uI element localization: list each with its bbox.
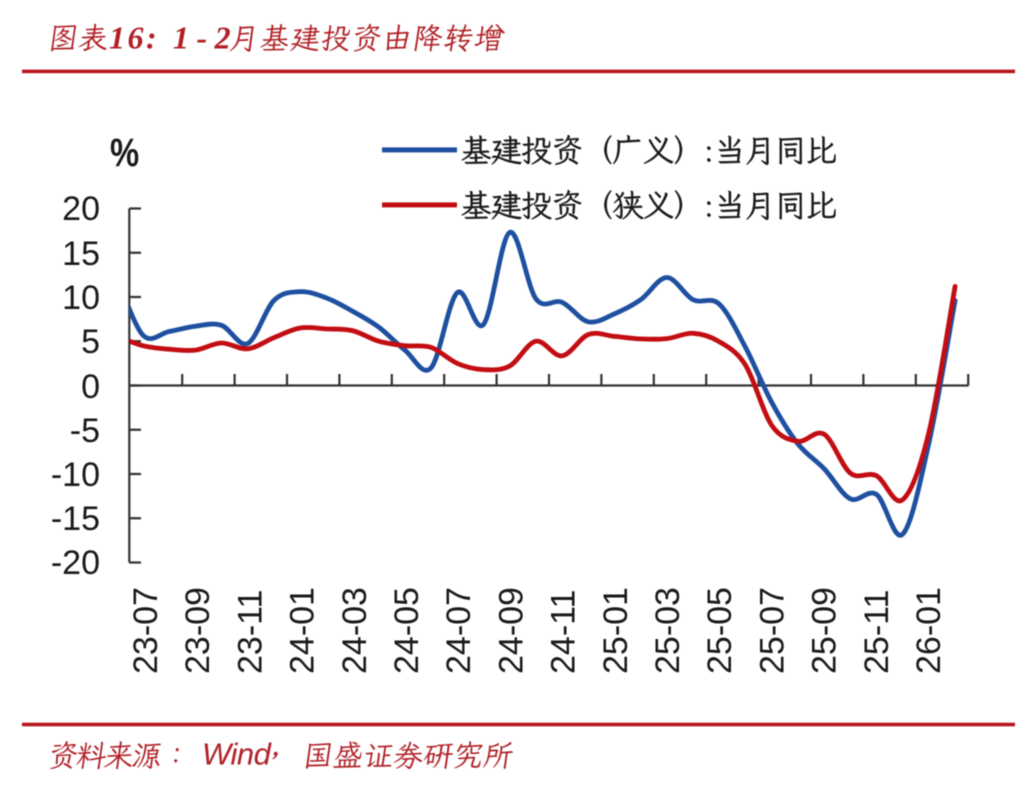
svg-text:%: % (110, 130, 139, 175)
svg-text:-15: -15 (51, 500, 100, 538)
svg-text:25-01: 25-01 (597, 587, 635, 674)
svg-text:24-05: 24-05 (388, 587, 426, 674)
svg-text:10: 10 (62, 279, 100, 317)
svg-text:20: 20 (62, 190, 100, 228)
svg-text:25-07: 25-07 (753, 587, 791, 674)
svg-text:24-11: 24-11 (545, 590, 583, 674)
svg-text:5: 5 (81, 323, 100, 361)
svg-text:16:: 16: (109, 20, 159, 56)
svg-text:24-03: 24-03 (336, 587, 374, 674)
svg-text:-20: -20 (51, 544, 100, 582)
svg-text:25-09: 25-09 (806, 587, 844, 674)
svg-text:Wind: Wind (202, 737, 273, 772)
svg-text:26-01: 26-01 (910, 587, 948, 674)
svg-text:-10: -10 (51, 456, 100, 494)
svg-text:25-05: 25-05 (701, 587, 739, 674)
svg-text:23-11: 23-11 (231, 590, 269, 674)
svg-text:-5: -5 (70, 412, 100, 450)
svg-text:0: 0 (81, 368, 100, 406)
svg-text:23-09: 23-09 (179, 587, 217, 674)
svg-text:24-01: 24-01 (284, 587, 322, 674)
svg-text:25-03: 25-03 (649, 587, 687, 674)
svg-text:23-07: 23-07 (127, 587, 165, 674)
svg-text:24-09: 24-09 (492, 587, 530, 674)
svg-text:24-07: 24-07 (440, 587, 478, 674)
svg-text:25-11: 25-11 (858, 590, 896, 674)
svg-text:15: 15 (62, 235, 100, 273)
svg-text:1-2: 1-2 (173, 20, 238, 56)
